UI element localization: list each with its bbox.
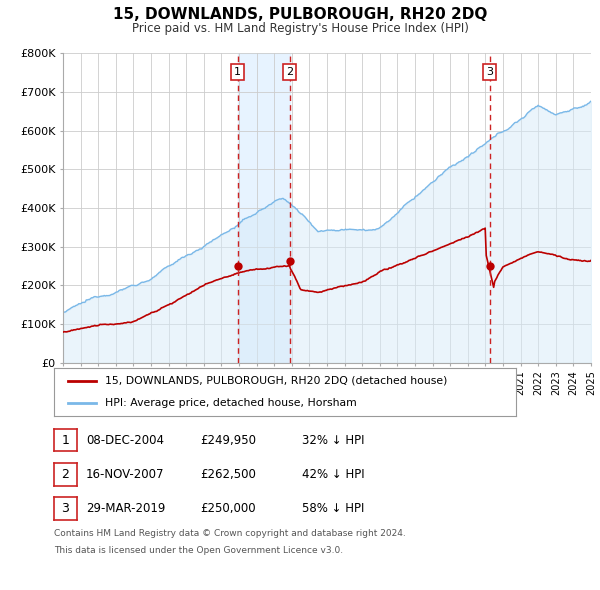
Text: 15, DOWNLANDS, PULBOROUGH, RH20 2DQ: 15, DOWNLANDS, PULBOROUGH, RH20 2DQ: [113, 7, 487, 22]
Text: £249,950: £249,950: [200, 434, 256, 447]
Text: 3: 3: [61, 502, 70, 515]
Text: This data is licensed under the Open Government Licence v3.0.: This data is licensed under the Open Gov…: [54, 546, 343, 555]
Text: 1: 1: [61, 434, 70, 447]
Text: 58% ↓ HPI: 58% ↓ HPI: [302, 502, 364, 515]
Text: 15, DOWNLANDS, PULBOROUGH, RH20 2DQ (detached house): 15, DOWNLANDS, PULBOROUGH, RH20 2DQ (det…: [105, 376, 447, 386]
Text: 1: 1: [234, 67, 241, 77]
Text: 3: 3: [486, 67, 493, 77]
Text: 29-MAR-2019: 29-MAR-2019: [86, 502, 165, 515]
Text: 08-DEC-2004: 08-DEC-2004: [86, 434, 164, 447]
Text: 32% ↓ HPI: 32% ↓ HPI: [302, 434, 364, 447]
Text: 42% ↓ HPI: 42% ↓ HPI: [302, 468, 364, 481]
Text: £262,500: £262,500: [200, 468, 256, 481]
Text: HPI: Average price, detached house, Horsham: HPI: Average price, detached house, Hors…: [105, 398, 356, 408]
Text: Price paid vs. HM Land Registry's House Price Index (HPI): Price paid vs. HM Land Registry's House …: [131, 22, 469, 35]
Text: 16-NOV-2007: 16-NOV-2007: [86, 468, 164, 481]
Bar: [238, 53, 290, 363]
Text: 2: 2: [286, 67, 293, 77]
Text: Contains HM Land Registry data © Crown copyright and database right 2024.: Contains HM Land Registry data © Crown c…: [54, 529, 406, 537]
Text: £250,000: £250,000: [200, 502, 256, 515]
Text: 2: 2: [61, 468, 70, 481]
